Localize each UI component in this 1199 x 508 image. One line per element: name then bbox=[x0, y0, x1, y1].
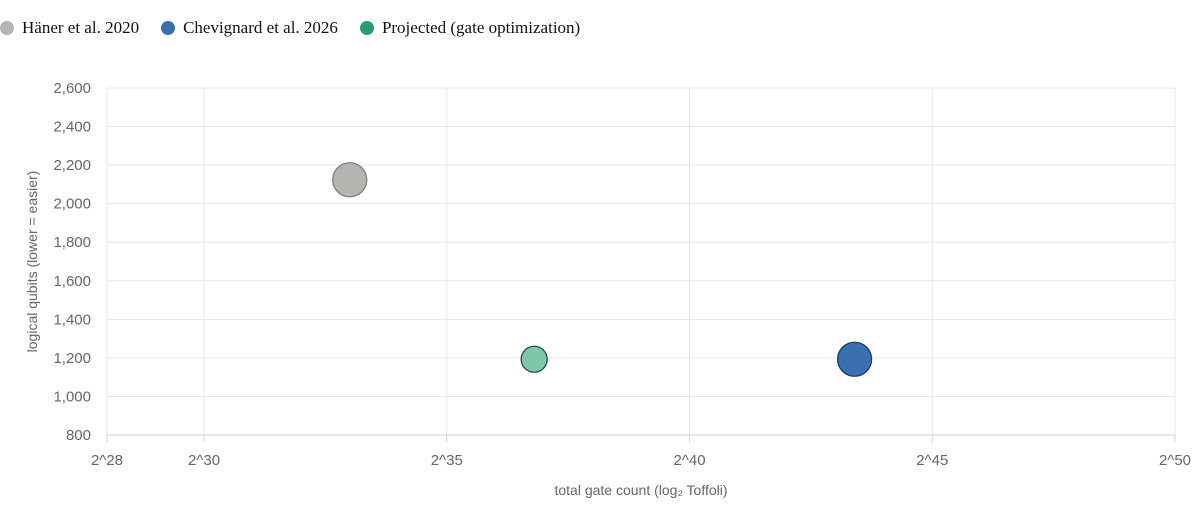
y-tick-label: 2,200 bbox=[53, 157, 91, 174]
y-tick-label: 1,600 bbox=[53, 273, 91, 290]
axes: 800 1,000 1,200 1,400 1,600 1,800 2,000 2,200 2,… bbox=[53, 80, 1191, 469]
x-tick-label: 2^45 bbox=[916, 452, 948, 469]
x-tick-label: 2^35 bbox=[431, 452, 463, 469]
y-axis-title: logical qubits (lower = easier) bbox=[24, 171, 40, 353]
data-point-haner bbox=[332, 162, 368, 198]
y-tick-label: 800 bbox=[66, 427, 91, 444]
legend-marker-haner bbox=[0, 21, 14, 35]
y-tick-label: 2,000 bbox=[53, 196, 91, 213]
x-tick-label: 2^40 bbox=[674, 452, 706, 469]
y-tick-label: 1,400 bbox=[53, 311, 91, 328]
x-axis-title: total gate count (log₂ Toffoli) bbox=[554, 482, 727, 498]
legend-marker-projected bbox=[359, 21, 374, 35]
x-tick-label: 2^50 bbox=[1159, 452, 1191, 469]
grid-lines bbox=[106, 87, 1176, 436]
legend-label-haner: Häner et al. 2020 bbox=[22, 18, 140, 37]
data-point-chevignard bbox=[836, 341, 873, 377]
y-tick-label: 2,600 bbox=[53, 80, 91, 97]
legend-item-projected[interactable]: Projected (gate optimization) bbox=[359, 18, 581, 38]
x-tick-label: 2^28 bbox=[91, 452, 123, 469]
data-point-projected bbox=[520, 345, 548, 373]
y-tick-label: 1,800 bbox=[53, 234, 91, 251]
legend-item-chevignard[interactable]: Chevignard et al. 2026 bbox=[161, 18, 338, 38]
chart-legend: Häner et al. 2020 Chevignard et al. 2026… bbox=[0, 14, 602, 42]
y-tick-label: 1,200 bbox=[53, 350, 91, 367]
y-tick-label: 1,000 bbox=[53, 388, 91, 405]
legend-label-chevignard: Chevignard et al. 2026 bbox=[183, 18, 338, 37]
legend-marker-chevignard bbox=[161, 21, 176, 35]
legend-item-haner[interactable]: Häner et al. 2020 bbox=[0, 18, 139, 38]
data-points bbox=[332, 162, 873, 377]
x-tick-label: 2^30 bbox=[188, 452, 220, 469]
legend-label-projected: Projected (gate optimization) bbox=[381, 18, 581, 37]
y-tick-label: 2,400 bbox=[53, 119, 91, 136]
